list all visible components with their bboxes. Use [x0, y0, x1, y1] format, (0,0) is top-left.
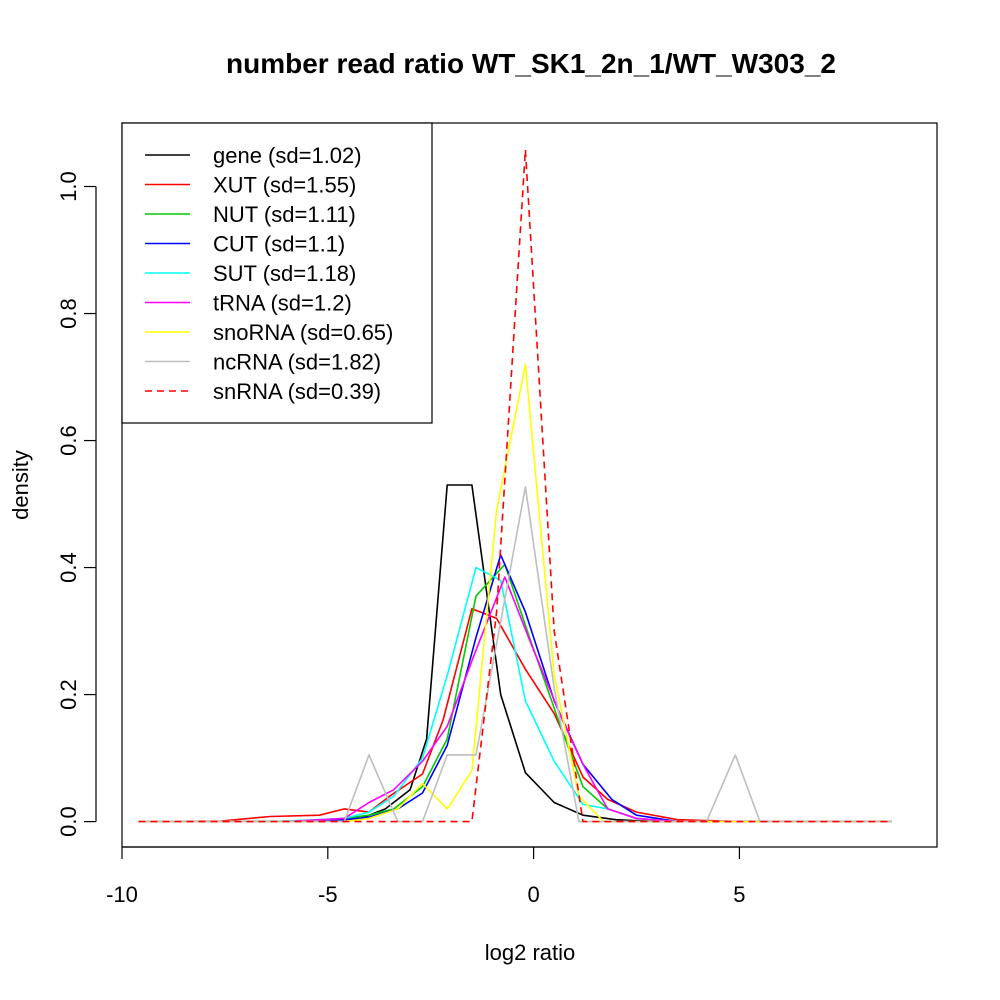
y-tick-label: 0.4: [56, 552, 81, 583]
x-tick-label: 0: [527, 882, 539, 907]
legend-label-2: NUT (sd=1.11): [213, 202, 356, 227]
legend-label-8: snRNA (sd=0.39): [213, 379, 381, 404]
series-line-8: [138, 148, 892, 823]
legend-label-7: ncRNA (sd=1.82): [213, 350, 381, 375]
y-tick-label: 0.2: [56, 679, 81, 710]
legend-label-6: snoRNA (sd=0.65): [213, 320, 393, 345]
legend-label-5: tRNA (sd=1.2): [213, 291, 352, 316]
legend-label-4: SUT (sd=1.18): [213, 261, 356, 286]
x-tick-label: -10: [106, 882, 138, 907]
y-tick-label: 0.6: [56, 425, 81, 456]
legend-label-1: XUT (sd=1.55): [213, 173, 356, 198]
x-axis: -10 -5 0 5: [106, 846, 746, 907]
series-line-1: [138, 607, 892, 823]
series-layer: [138, 148, 892, 823]
chart-title: number read ratio WT_SK1_2n_1/WT_W303_2: [226, 48, 836, 79]
legend-label-3: CUT (sd=1.1): [213, 232, 345, 257]
x-axis-label: log2 ratio: [485, 940, 576, 965]
x-tick-label: -5: [318, 882, 338, 907]
y-axis-label: density: [8, 450, 33, 520]
y-tick-label: 1.0: [56, 171, 81, 202]
series-line-7: [138, 486, 892, 823]
y-axis: 0.0 0.2 0.4 0.6 0.8 1.0: [56, 171, 97, 837]
series-line-4: [138, 566, 892, 823]
legend-label-0: gene (sd=1.02): [213, 143, 362, 168]
series-line-5: [138, 576, 892, 823]
legend: gene (sd=1.02) XUT (sd=1.55) NUT (sd=1.11)…: [121, 122, 433, 424]
x-tick-label: 5: [733, 882, 745, 907]
y-tick-label: 0.0: [56, 806, 81, 837]
y-tick-label: 0.8: [56, 298, 81, 329]
